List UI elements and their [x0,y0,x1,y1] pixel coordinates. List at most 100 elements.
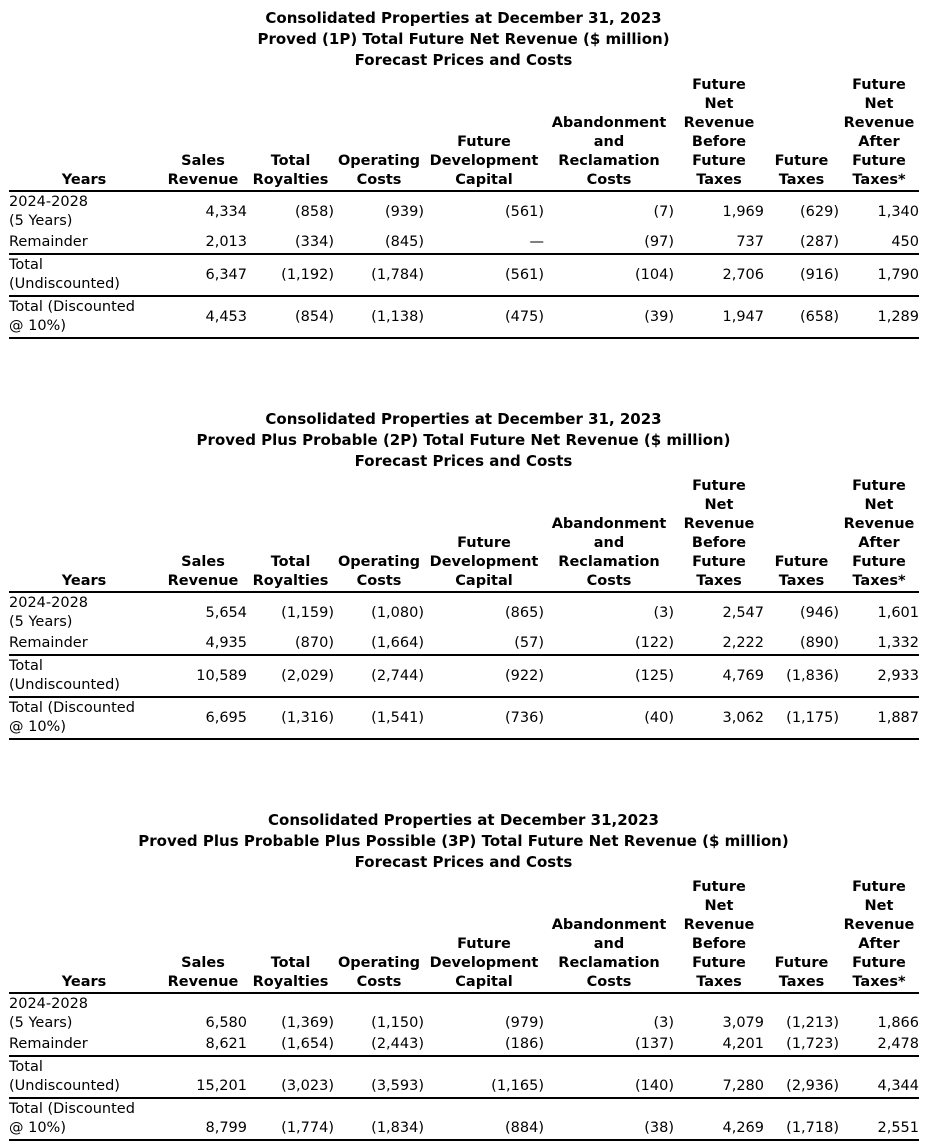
table-row: Remainder 4,935 (870) (1,664) (57) (122) 2,222… [9,633,919,655]
value-cell: 2,222 [722,635,764,651]
column-header: Sales Revenue [159,477,247,593]
table-row: Total (Discounted @ 10%) 4,453 (854) (1,138)… [9,295,919,339]
column-header-line: Development [429,554,539,570]
value-cell: 1,790 [839,253,919,296]
column-header-line: After [858,134,900,150]
table-row: Total (Discounted @ 10%) 6,695 (1,316) (1,54… [9,696,919,740]
value-cell: (1,165) [424,1055,544,1098]
table-title-line: Forecast Prices and Costs [354,51,573,69]
table-row: Total (Undiscounted) 10,589 (2,029) (2,744)(… [9,654,919,697]
value-cell: (40) [544,696,674,740]
column-header-line: Capital [455,974,513,990]
column-header-line: Revenue [843,516,915,532]
column-header-line: Taxes [696,974,742,990]
value-cell: (870) [295,635,334,651]
value-cell: 2,551 [839,1097,919,1141]
row-label-line: @ 10%) [9,1120,66,1136]
column-header: Future Development Capital [424,477,544,593]
table-row: Remainder 8,621 (1,654) (2,443) (186) (137) 4,… [9,1034,919,1056]
value-cell: (884) [424,1097,544,1141]
column-header: Future Taxes [764,477,839,593]
report-document: Consolidated Properties at December 31, … [0,8,927,1141]
value-cell: (137) [635,1036,674,1052]
column-header-line: Future [852,554,906,570]
value-cell: 8,621 [205,1036,247,1052]
value-cell: 4,453 [159,295,247,339]
value-cell: (979) [505,1015,544,1031]
table-row: 2024-2028 (5 Years) 5,654 (1,159) (1,080) (86… [9,592,919,633]
value-cell: (3) [653,1015,674,1031]
row-label-cell: Total (Discounted @ 10%) [9,696,159,740]
table-row: 2024-2028 (5 Years) 6,580 (1,369) (1,150) (97… [9,993,919,1034]
column-header-line: Future [692,554,746,570]
value-cell: (2,744) [334,654,424,697]
row-label-cell: Total (Undiscounted) [9,654,159,697]
value-cell: (2,443) [371,1036,424,1052]
column-header-line: Sales [181,955,225,971]
column-header-line: Net [864,898,894,914]
value-cell: 2,547 [722,604,764,621]
value-cell: (7) [653,203,674,220]
value-cell: (736) [424,696,544,740]
column-header-line: After [858,936,900,952]
column-header-line: Future [457,535,511,551]
column-header-line: Net [864,96,894,112]
table-title-line: Consolidated Properties at December 31, … [265,410,662,428]
column-header-line: Royalties [252,172,329,188]
column-header-line: Costs [356,974,402,990]
value-cell: (922) [424,654,544,697]
column-header-line: Costs [586,974,632,990]
row-label-cell: Total (Discounted @ 10%) [9,295,159,339]
table-row: Total (Undiscounted) 15,201 (3,023) (3,593)(… [9,1055,919,1098]
column-header-line: After [858,535,900,551]
column-header-line: Revenue [167,573,239,589]
table-title-line: Consolidated Properties at December 31,2… [268,811,659,829]
column-header-line: Revenue [843,115,915,131]
value-cell: 2,706 [674,253,764,296]
column-header: Future Net Revenue Before Future Taxes [674,76,764,192]
row-label-line: 2024-2028 [9,194,89,210]
column-header: Operating Costs [334,477,424,593]
value-cell: (1,834) [334,1097,424,1141]
row-label-line: (5 Years) [9,614,73,630]
column-header: Abandonment and Reclamation Costs [544,76,674,192]
value-cell: (1,316) [247,696,334,740]
net-revenue-table-section: Consolidated Properties at December 31,2… [0,810,927,1141]
column-header-line: Future [692,153,746,169]
column-header-line: Years [61,172,107,188]
value-cell: (104) [544,253,674,296]
column-header-line: Royalties [252,573,329,589]
value-cell: 1,947 [674,295,764,339]
table-row: Total (Undiscounted) 6,347 (1,192) (1,784) (5… [9,253,919,296]
column-header-line: Royalties [252,974,329,990]
net-revenue-table-section: Consolidated Properties at December 31, … [0,409,927,740]
value-cell: (1,664) [371,635,424,651]
column-header-line: and [593,134,625,150]
value-cell: (125) [544,654,674,697]
value-cell: 2,013 [205,234,247,250]
value-cell: 1,887 [839,696,919,740]
row-label-cell: Remainder [9,1034,159,1056]
header-row: Years Sales Revenue Total Royalties Operating… [9,76,919,192]
row-label-line: @ 10%) [9,719,66,735]
value-cell: (475) [424,295,544,339]
column-header-line: Future [852,478,906,494]
column-header: Abandonment and Reclamation Costs [544,477,674,593]
column-header-line: Future [457,936,511,952]
value-cell: 737 [736,234,764,250]
row-label-line: Total [9,257,43,273]
value-cell: 1,601 [877,604,919,621]
column-header: Future Net Revenue After Future Taxes* [839,878,919,994]
row-label-cell: Remainder [9,232,159,254]
row-label-line: Remainder [9,1036,88,1052]
value-cell: 10,589 [159,654,247,697]
row-label-cell: Total (Discounted @ 10%) [9,1097,159,1141]
row-label-cell: Remainder [9,633,159,655]
column-header-line: Years [61,974,107,990]
value-cell: (658) [764,295,839,339]
value-cell: 8,799 [159,1097,247,1141]
row-label-line: 2024-2028 [9,996,89,1012]
column-header: Total Royalties [247,76,334,192]
value-cell: (1,080) [371,604,424,621]
column-header: Future Net Revenue Before Future Taxes [674,878,764,994]
